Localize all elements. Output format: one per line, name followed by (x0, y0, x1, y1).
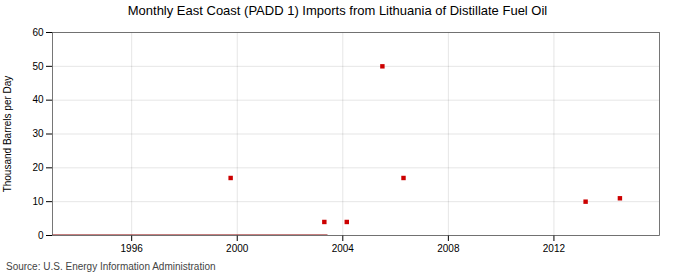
svg-text:20: 20 (32, 162, 44, 173)
svg-text:10: 10 (32, 196, 44, 207)
html-text:Monthly East Coast (PADD 1) Im: Monthly East Coast (PADD 1) Imports from… (127, 3, 548, 18)
svg-text:60: 60 (32, 27, 44, 38)
html-text:Source: U.S. Energy Informatio: Source: U.S. Energy Information Administ… (6, 261, 216, 272)
svg-text:50: 50 (32, 61, 44, 72)
svg-text:2000: 2000 (226, 243, 249, 254)
svg-text:2008: 2008 (437, 243, 460, 254)
svg-text:40: 40 (32, 94, 44, 105)
svg-text:2012: 2012 (543, 243, 566, 254)
svg-text:2004: 2004 (332, 243, 355, 254)
svg-text:Thousand Barrels per Day: Thousand Barrels per Day (2, 76, 13, 193)
svg-text:1996: 1996 (121, 243, 144, 254)
svg-text:30: 30 (32, 128, 44, 139)
svg-text:0: 0 (38, 230, 44, 241)
